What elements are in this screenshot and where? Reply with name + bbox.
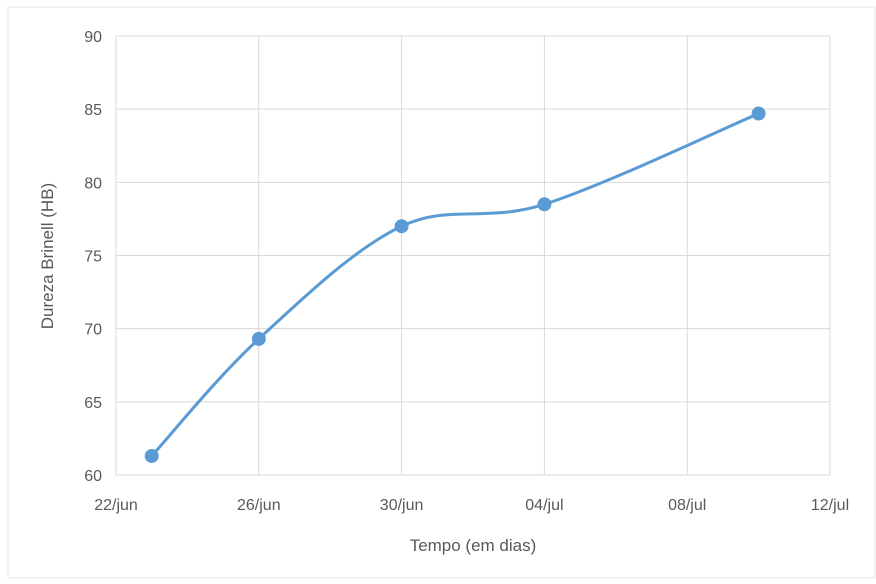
chart-area-border <box>7 6 876 579</box>
y-axis-label: Dureza Brinell (HB) <box>38 183 57 329</box>
x-tick-label: 04/jul <box>525 497 563 514</box>
y-tick-label: 80 <box>84 175 102 192</box>
grid-layer <box>115 35 831 476</box>
x-tick-label: 08/jul <box>668 497 706 514</box>
x-axis-label: Tempo (em dias) <box>410 536 537 555</box>
y-tick-label: 90 <box>84 29 102 46</box>
series-layer <box>144 106 766 463</box>
y-tick-label: 65 <box>84 395 102 412</box>
x-tick-label: 12/jul <box>811 497 849 514</box>
x-tick-label: 30/jun <box>380 497 424 514</box>
x-tick-label: 26/jun <box>237 497 281 514</box>
data-point <box>394 219 409 234</box>
data-point <box>251 331 266 346</box>
y-tick-label: 70 <box>84 322 102 339</box>
y-tick-label: 60 <box>84 468 102 485</box>
y-tick-label: 75 <box>84 249 102 266</box>
data-point <box>751 106 766 121</box>
x-tick-label: 22/jun <box>94 497 138 514</box>
data-point <box>144 448 159 463</box>
data-point <box>537 197 552 212</box>
y-tick-label: 85 <box>84 102 102 119</box>
axis-layer: 60 65 70 75 80 85 90 22/jun 26/jun 30/jun 04/jul 08… <box>84 29 849 514</box>
